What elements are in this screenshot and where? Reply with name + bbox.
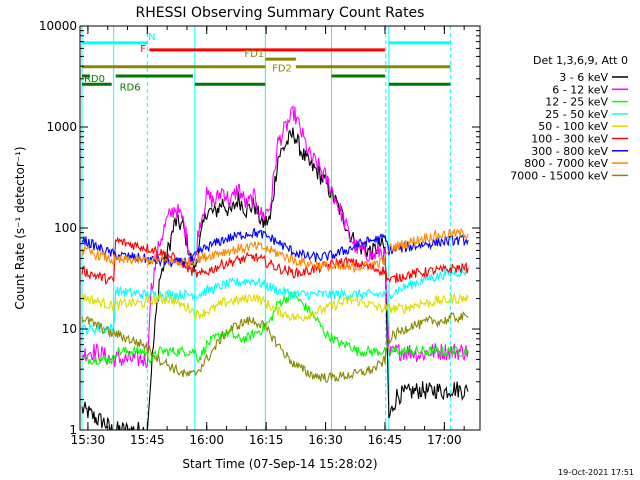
series-line-9 [81, 311, 469, 383]
axes: 1 10 100 1000 10000 15:30 15:45 16:00 16:15 16:30… [39, 19, 481, 447]
legend-entry-label: 800 - 7000 keV [524, 157, 608, 170]
x-tick-label: 16:45 [368, 433, 403, 447]
series-line-1 [81, 127, 469, 430]
generation-timestamp: 19-Oct-2021 17:51 [558, 468, 634, 477]
series-line-7 [81, 228, 469, 268]
y-axis-label: Count Rate (s⁻¹ detector⁻¹) [13, 146, 27, 309]
x-tick-label: 16:00 [189, 433, 224, 447]
x-axis-label: Start Time (07-Sep-14 15:28:02) [182, 457, 377, 471]
flag-label-rd0: RD0 [84, 74, 105, 85]
series-line-8 [81, 227, 469, 273]
legend-entry-label: 25 - 50 keV [545, 108, 608, 121]
y-tick-label: 1000 [46, 120, 77, 134]
y-tick-label: 10000 [39, 19, 77, 33]
plot-area: NF FD1 FD2 RD0 RD6 [81, 26, 469, 430]
legend-entry-label: 3 - 6 keV [559, 71, 608, 84]
flag-label-fd1: FD1 [244, 49, 264, 60]
chart-title: RHESSI Observing Summary Count Rates [136, 5, 425, 21]
flag-label-rd6: RD6 [120, 82, 141, 93]
x-tick-label: 16:15 [249, 433, 284, 447]
series-line-2 [81, 105, 469, 369]
flag-label-f: F [140, 44, 146, 55]
flag-label-n: N [148, 32, 155, 43]
x-tick-label: 16:30 [308, 433, 343, 447]
x-tick-label: 17:00 [427, 433, 462, 447]
x-tick-label: 15:30 [71, 433, 106, 447]
series-line-6 [81, 236, 469, 285]
series-line-5 [81, 292, 469, 322]
y-tick-label: 1 [69, 423, 77, 437]
y-tick-label: 10 [62, 322, 77, 336]
legend-entry-label: 7000 - 15000 keV [510, 169, 608, 182]
legend-title: Det 1,3,6,9, Att 0 [533, 54, 628, 67]
legend-entry-label: 6 - 12 keV [552, 83, 608, 96]
legend-entry-label: 300 - 800 keV [531, 145, 608, 158]
y-tick-label: 100 [54, 221, 77, 235]
series-line-3 [81, 289, 469, 366]
legend-entry-label: 50 - 100 keV [538, 120, 608, 133]
legend-entry-label: 100 - 300 keV [531, 133, 608, 146]
flag-label-fd2: FD2 [272, 64, 292, 75]
legend-entry-label: 12 - 25 keV [545, 96, 608, 109]
x-tick-label: 15:45 [130, 433, 165, 447]
